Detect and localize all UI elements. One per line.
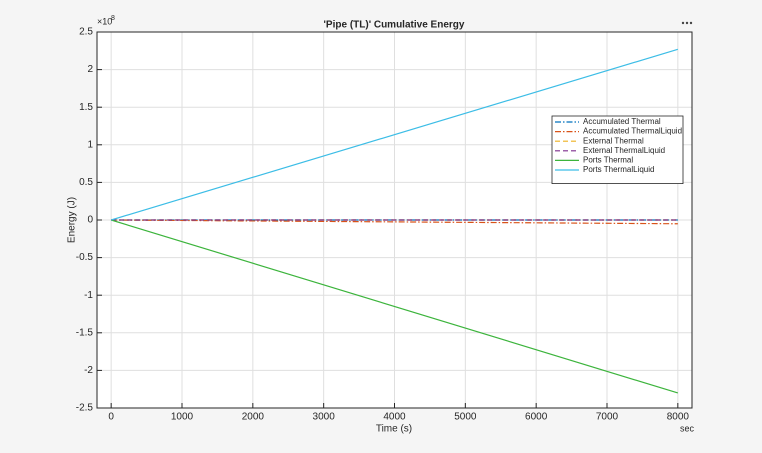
dot	[685, 21, 689, 25]
y-tick-label: 1	[87, 139, 93, 150]
x-tick-label: 8000	[667, 412, 690, 423]
x-tick-label: 0	[108, 412, 114, 423]
chart-title: 'Pipe (TL)' Cumulative Energy	[324, 20, 465, 31]
x-axis-label: Time (s)	[376, 424, 412, 435]
dot	[689, 21, 693, 25]
y-tick-label: 1.5	[79, 102, 93, 113]
legend-label: Accumulated Thermal	[583, 117, 661, 126]
x-tick-label: 5000	[454, 412, 477, 423]
series-line	[111, 219, 678, 225]
y-exponent: 8	[111, 15, 115, 22]
x-tick-label: 6000	[525, 412, 548, 423]
x-tick-label: 2000	[242, 412, 265, 423]
y-tick-label: -2.5	[76, 403, 94, 414]
axes-box	[96, 31, 693, 409]
y-exponent-base: ×10	[97, 16, 112, 26]
y-tick-label: 0	[87, 215, 93, 226]
legend-label: External Thermal	[583, 136, 644, 145]
legend-box	[551, 115, 684, 184]
x-tick-label: 7000	[596, 412, 619, 423]
y-tick-label: -1.5	[76, 327, 94, 338]
y-tick-label: -1	[84, 290, 93, 301]
y-tick-label: -0.5	[76, 252, 94, 263]
more-options[interactable]	[681, 21, 693, 25]
y-tick-label: 2.5	[79, 27, 93, 38]
x-unit: sec	[680, 423, 695, 433]
y-axis-label: Energy (J)	[67, 197, 78, 243]
x-tick-label: 1000	[171, 412, 194, 423]
legend-label: Ports Thermal	[583, 156, 633, 165]
x-tick-label: 4000	[383, 412, 406, 423]
y-tick-label: 2	[87, 64, 93, 75]
dot	[681, 21, 685, 25]
y-tick-label: 0.5	[79, 177, 93, 188]
legend-label: Accumulated ThermalLiquid	[583, 127, 682, 136]
x-tick-label: 3000	[313, 412, 336, 423]
y-tick-label: -2	[84, 365, 93, 376]
series-line	[110, 219, 679, 394]
legend-label: Ports ThermalLiquid	[583, 165, 654, 174]
legend-label: External ThermalLiquid	[583, 146, 665, 155]
series-line	[110, 48, 679, 221]
